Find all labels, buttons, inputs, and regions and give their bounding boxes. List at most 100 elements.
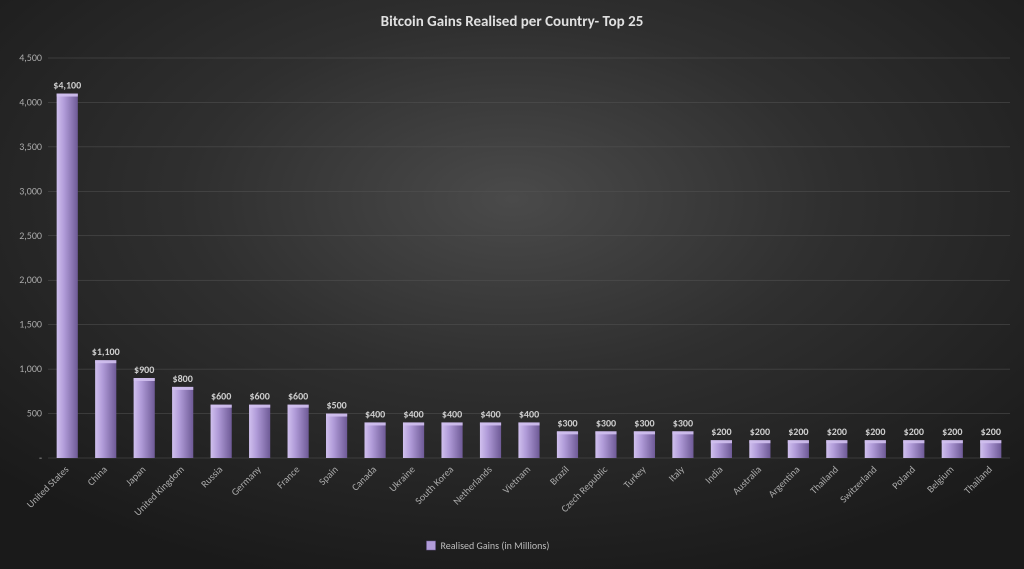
y-tick-label: 4,500 bbox=[19, 51, 42, 64]
bar-top bbox=[288, 405, 309, 408]
bar bbox=[211, 405, 232, 458]
bar-top bbox=[749, 440, 770, 443]
bar bbox=[364, 422, 385, 458]
y-tick-label: 1,500 bbox=[19, 318, 42, 331]
bar-value-label: $400 bbox=[519, 407, 539, 420]
category-label: Switzerland bbox=[837, 463, 879, 505]
bar-top bbox=[211, 405, 232, 408]
bar-chart: Bitcoin Gains Realised per Country- Top … bbox=[0, 0, 1024, 569]
bar-value-label: $300 bbox=[673, 416, 693, 429]
category-label: Belgium bbox=[924, 463, 957, 496]
bar bbox=[480, 422, 501, 458]
category-label: Argentina bbox=[765, 463, 802, 500]
bar bbox=[134, 378, 155, 458]
y-tick-label: 4,000 bbox=[19, 95, 42, 108]
chart-title: Bitcoin Gains Realised per Country- Top … bbox=[381, 13, 644, 31]
bar-value-label: $500 bbox=[326, 399, 346, 412]
bar-value-label: $400 bbox=[442, 407, 462, 420]
bar-top bbox=[95, 360, 116, 363]
bar-value-label: $400 bbox=[365, 407, 385, 420]
bar-top bbox=[172, 387, 193, 390]
y-tick-label: - bbox=[39, 451, 42, 464]
bar-value-label: $400 bbox=[403, 407, 423, 420]
bar bbox=[634, 431, 655, 458]
bar bbox=[57, 94, 78, 458]
y-tick-label: 3,500 bbox=[19, 140, 42, 153]
bar-top bbox=[403, 422, 424, 425]
bar-value-label: $400 bbox=[480, 407, 500, 420]
bar-top bbox=[788, 440, 809, 443]
bar bbox=[403, 422, 424, 458]
bar bbox=[557, 431, 578, 458]
category-label: Vietnam bbox=[500, 463, 533, 496]
bar-top bbox=[903, 440, 924, 443]
category-label: United States bbox=[24, 463, 72, 511]
category-label: Ukraine bbox=[386, 463, 418, 495]
bar-value-label: $300 bbox=[634, 416, 654, 429]
bar bbox=[441, 422, 462, 458]
bar-top bbox=[826, 440, 847, 443]
bar-top bbox=[634, 431, 655, 434]
y-tick-label: 500 bbox=[27, 407, 42, 420]
category-label: Turkey bbox=[621, 463, 649, 491]
y-tick-label: 2,500 bbox=[19, 229, 42, 242]
bar-top bbox=[441, 422, 462, 425]
category-label: Canada bbox=[349, 463, 380, 494]
bar-value-label: $200 bbox=[942, 425, 962, 438]
bar-top bbox=[57, 94, 78, 97]
bar-top bbox=[326, 414, 347, 417]
bar-value-label: $900 bbox=[134, 363, 154, 376]
bar bbox=[672, 431, 693, 458]
chart-container: Bitcoin Gains Realised per Country- Top … bbox=[0, 0, 1024, 569]
y-tick-label: 1,000 bbox=[19, 362, 42, 375]
y-tick-label: 3,000 bbox=[19, 184, 42, 197]
bar-top bbox=[249, 405, 270, 408]
bar-value-label: $800 bbox=[173, 372, 193, 385]
bar-top bbox=[942, 440, 963, 443]
category-label: Brazil bbox=[547, 463, 572, 488]
legend-label: Realised Gains (in Millions) bbox=[441, 539, 550, 552]
bar-value-label: $300 bbox=[557, 416, 577, 429]
bar-value-label: $200 bbox=[827, 425, 847, 438]
bar-value-label: $300 bbox=[596, 416, 616, 429]
category-label: Spain bbox=[316, 463, 341, 488]
bar bbox=[288, 405, 309, 458]
bar-value-label: $600 bbox=[249, 390, 269, 403]
category-label: Netherlands bbox=[450, 463, 495, 508]
category-label: Russia bbox=[198, 463, 225, 490]
legend-marker bbox=[427, 541, 436, 550]
bar-value-label: $200 bbox=[750, 425, 770, 438]
category-label: Italy bbox=[666, 463, 688, 485]
bar-top bbox=[557, 431, 578, 434]
bar-top bbox=[595, 431, 616, 434]
bar-top bbox=[711, 440, 732, 443]
y-tick-label: 2,000 bbox=[19, 273, 42, 286]
bar-value-label: $200 bbox=[788, 425, 808, 438]
legend: Realised Gains (in Millions) bbox=[427, 539, 550, 552]
bar bbox=[326, 414, 347, 458]
category-label: France bbox=[274, 463, 302, 491]
bar bbox=[172, 387, 193, 458]
category-label: Thailand bbox=[961, 463, 995, 497]
bar-value-label: $200 bbox=[865, 425, 885, 438]
bar-value-label: $200 bbox=[904, 425, 924, 438]
bar-top bbox=[672, 431, 693, 434]
category-label: Thailand bbox=[807, 463, 841, 497]
bar bbox=[595, 431, 616, 458]
bar-value-label: $200 bbox=[981, 425, 1001, 438]
category-label: South Korea bbox=[412, 463, 456, 507]
bar bbox=[518, 422, 539, 458]
bar-top bbox=[518, 422, 539, 425]
bar-top bbox=[480, 422, 501, 425]
bar-top bbox=[980, 440, 1001, 443]
bar bbox=[95, 360, 116, 458]
bar-value-label: $200 bbox=[711, 425, 731, 438]
bar-value-label: $600 bbox=[211, 390, 231, 403]
category-label: China bbox=[84, 463, 110, 489]
category-label: India bbox=[702, 463, 726, 487]
bar-value-label: $1,100 bbox=[92, 345, 120, 358]
bar-top bbox=[134, 378, 155, 381]
category-label: Australia bbox=[730, 463, 765, 498]
bar-top bbox=[865, 440, 886, 443]
category-label: Japan bbox=[123, 463, 149, 489]
